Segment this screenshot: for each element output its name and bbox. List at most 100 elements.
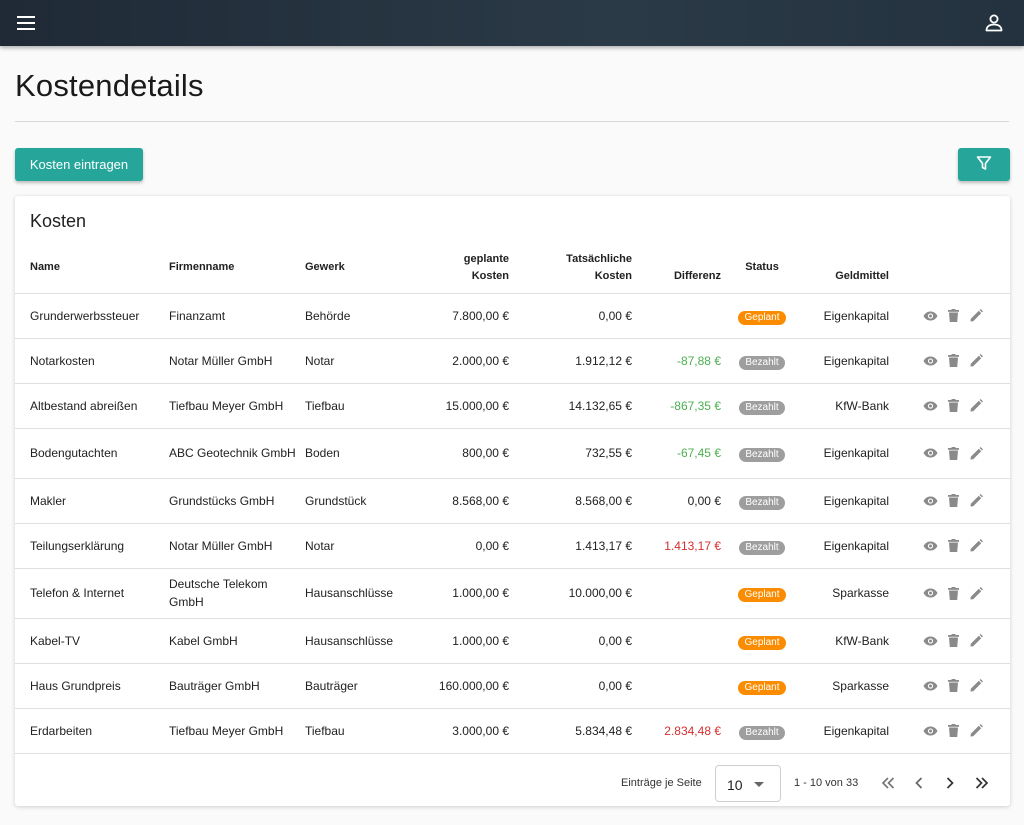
- cell-planned: 0,00 €: [409, 523, 509, 569]
- table-row[interactable]: Notarkosten Notar Müller GmbH Notar 2.000,0…: [15, 338, 1010, 384]
- delete-icon[interactable]: [945, 538, 961, 554]
- cell-actions: [889, 478, 1010, 524]
- cell-funds: Eigenkapital: [803, 338, 889, 384]
- delete-icon[interactable]: [945, 723, 961, 739]
- column-header-actual[interactable]: Tatsächliche Kosten: [509, 243, 632, 294]
- cell-name: Teilungserklärung: [15, 523, 169, 569]
- filter-icon: [976, 155, 992, 174]
- edit-icon[interactable]: [968, 308, 984, 324]
- edit-icon[interactable]: [968, 493, 984, 509]
- cell-trade: Tiefbau: [305, 383, 409, 429]
- page-title: Kostendetails: [15, 68, 204, 103]
- edit-icon[interactable]: [968, 633, 984, 649]
- edit-icon[interactable]: [968, 678, 984, 694]
- previous-page-icon[interactable]: [908, 772, 930, 794]
- add-cost-button[interactable]: Kosten eintragen: [15, 148, 143, 181]
- column-header-name[interactable]: Name: [15, 243, 169, 294]
- cell-planned: 160.000,00 €: [409, 663, 509, 709]
- cell-funds: Sparkasse: [803, 568, 889, 619]
- cell-actual: 0,00 €: [509, 618, 632, 664]
- delete-icon[interactable]: [945, 493, 961, 509]
- cell-trade: Tiefbau: [305, 708, 409, 754]
- column-header-difference[interactable]: Differenz: [632, 243, 721, 294]
- cell-actions: [889, 338, 1010, 384]
- delete-icon[interactable]: [945, 585, 961, 601]
- cell-difference: [632, 568, 721, 619]
- table-row[interactable]: Teilungserklärung Notar Müller GmbH Notar 0…: [15, 523, 1010, 569]
- cell-status: Bezahlt: [721, 523, 803, 569]
- table-row[interactable]: Bodengutachten ABC Geotechnik GmbH Boden 80…: [15, 428, 1010, 479]
- view-icon[interactable]: [922, 353, 938, 369]
- first-page-icon[interactable]: [877, 772, 899, 794]
- next-page-icon[interactable]: [939, 772, 961, 794]
- cell-trade: Bauträger: [305, 663, 409, 709]
- cell-planned: 2.000,00 €: [409, 338, 509, 384]
- edit-icon[interactable]: [968, 538, 984, 554]
- view-icon[interactable]: [922, 493, 938, 509]
- view-icon[interactable]: [922, 678, 938, 694]
- cell-funds: KfW-Bank: [803, 383, 889, 429]
- menu-icon[interactable]: [14, 11, 38, 35]
- view-icon[interactable]: [922, 633, 938, 649]
- cell-name: Grunderwerbssteuer: [15, 293, 169, 339]
- delete-icon[interactable]: [945, 445, 961, 461]
- view-icon[interactable]: [922, 308, 938, 324]
- table-row[interactable]: Kabel-TV Kabel GmbH Hausanschlüsse 1.000,00…: [15, 618, 1010, 664]
- table-row[interactable]: Haus Grundpreis Bauträger GmbH Bauträger 16…: [15, 663, 1010, 709]
- filter-button[interactable]: [958, 148, 1010, 181]
- cell-trade: Hausanschlüsse: [305, 618, 409, 664]
- edit-icon[interactable]: [968, 723, 984, 739]
- column-header-company[interactable]: Firmenname: [169, 243, 305, 294]
- table-row[interactable]: Makler Grundstücks GmbH Grundstück 8.568,00…: [15, 478, 1010, 524]
- delete-icon[interactable]: [945, 353, 961, 369]
- cell-actions: [889, 708, 1010, 754]
- cell-actual: 14.132,65 €: [509, 383, 632, 429]
- cell-status: Geplant: [721, 618, 803, 664]
- account-icon[interactable]: [982, 11, 1006, 35]
- status-badge: Geplant: [738, 588, 786, 602]
- table-row[interactable]: Altbestand abreißen Tiefbau Meyer GmbH Tie…: [15, 383, 1010, 429]
- cell-actual: 1.413,17 €: [509, 523, 632, 569]
- last-page-icon[interactable]: [971, 772, 993, 794]
- view-icon[interactable]: [922, 538, 938, 554]
- table-row[interactable]: Telefon & Internet Deutsche Telekom GmbH H…: [15, 568, 1010, 619]
- page-size-select[interactable]: 10: [715, 765, 781, 802]
- view-icon[interactable]: [922, 723, 938, 739]
- cell-company: Deutsche Telekom GmbH: [169, 568, 305, 619]
- cell-company: Finanzamt: [169, 293, 305, 339]
- cell-actions: [889, 618, 1010, 664]
- column-header-trade[interactable]: Gewerk: [305, 243, 409, 294]
- status-badge: Bezahlt: [739, 495, 785, 510]
- cell-trade: Notar: [305, 523, 409, 569]
- edit-icon[interactable]: [968, 585, 984, 601]
- cell-difference: -87,88 €: [632, 338, 721, 384]
- edit-icon[interactable]: [968, 353, 984, 369]
- cell-actual: 732,55 €: [509, 428, 632, 479]
- cell-name: Telefon & Internet: [15, 568, 169, 619]
- page-size-value: 10: [727, 777, 743, 793]
- cell-funds: Eigenkapital: [803, 293, 889, 339]
- delete-icon[interactable]: [945, 633, 961, 649]
- column-header-actual-line2: Kosten: [594, 269, 632, 282]
- cell-company: Grundstücks GmbH: [169, 478, 305, 524]
- cell-trade: Behörde: [305, 293, 409, 339]
- cell-name: Kabel-TV: [15, 618, 169, 664]
- table-row[interactable]: Grunderwerbssteuer Finanzamt Behörde 7.800,…: [15, 293, 1010, 339]
- delete-icon[interactable]: [945, 678, 961, 694]
- cell-actual: 0,00 €: [509, 293, 632, 339]
- table-row[interactable]: Erdarbeiten Tiefbau Meyer GmbH Tiefbau 3.00…: [15, 708, 1010, 754]
- edit-icon[interactable]: [968, 445, 984, 461]
- column-header-planned[interactable]: geplante Kosten: [409, 243, 509, 294]
- view-icon[interactable]: [922, 585, 938, 601]
- view-icon[interactable]: [922, 398, 938, 414]
- view-icon[interactable]: [922, 445, 938, 461]
- delete-icon[interactable]: [945, 398, 961, 414]
- costs-table: Name Firmenname Gewerk geplante Kosten Ta…: [15, 243, 1010, 754]
- cell-actual: 5.834,48 €: [509, 708, 632, 754]
- column-header-funds[interactable]: Geldmittel: [803, 243, 889, 294]
- column-header-status[interactable]: Status: [721, 243, 803, 294]
- edit-icon[interactable]: [968, 398, 984, 414]
- delete-icon[interactable]: [945, 308, 961, 324]
- cell-actual: 1.912,12 €: [509, 338, 632, 384]
- cell-trade: Grundstück: [305, 478, 409, 524]
